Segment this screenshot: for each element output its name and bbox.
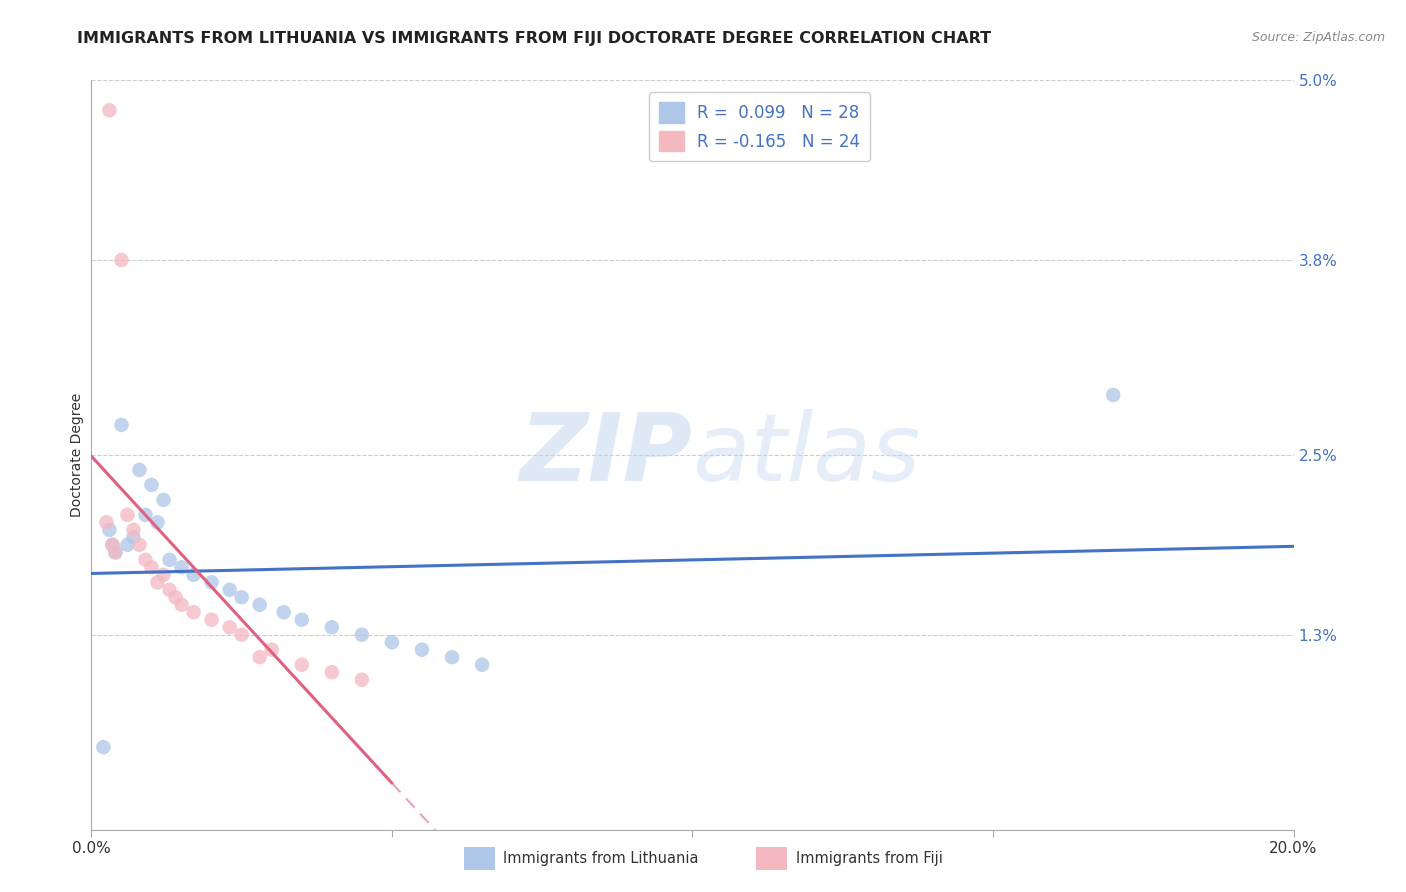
Point [218, 582, 240, 597]
Point [170, 560, 193, 574]
Point [146, 575, 169, 590]
Point [110, 253, 132, 268]
Point [152, 567, 174, 582]
Point [141, 478, 163, 492]
Text: IMMIGRANTS FROM LITHUANIA VS IMMIGRANTS FROM FIJI DOCTORATE DEGREE CORRELATION C: IMMIGRANTS FROM LITHUANIA VS IMMIGRANTS … [77, 31, 991, 46]
Text: atlas: atlas [692, 409, 921, 500]
Point [165, 591, 187, 605]
Point [101, 538, 124, 552]
Point [117, 538, 139, 552]
Point [122, 530, 145, 544]
Point [98, 523, 121, 537]
Text: Immigrants from Lithuania: Immigrants from Lithuania [503, 852, 699, 866]
Point [321, 665, 343, 680]
Point [201, 575, 224, 590]
Point [128, 538, 150, 552]
Point [183, 567, 205, 582]
Point [152, 492, 174, 507]
Point [104, 545, 127, 559]
Point [291, 613, 314, 627]
Point [104, 545, 127, 559]
Point [93, 740, 115, 755]
Point [98, 103, 121, 118]
Point [350, 673, 373, 687]
Point [291, 657, 314, 672]
Y-axis label: Doctorate Degree: Doctorate Degree [70, 392, 84, 517]
Point [411, 642, 433, 657]
Point [249, 650, 271, 665]
Point [146, 516, 169, 530]
Text: ZIP: ZIP [520, 409, 692, 501]
Point [134, 508, 156, 522]
Point [141, 560, 163, 574]
Point [117, 508, 139, 522]
Point [183, 605, 205, 619]
Text: Immigrants from Fiji: Immigrants from Fiji [796, 852, 942, 866]
Point [201, 613, 224, 627]
Point [260, 642, 283, 657]
Legend: R =  0.099   N = 28, R = -0.165   N = 24: R = 0.099 N = 28, R = -0.165 N = 24 [650, 93, 870, 161]
Point [441, 650, 464, 665]
Point [350, 628, 373, 642]
Text: Source: ZipAtlas.com: Source: ZipAtlas.com [1251, 31, 1385, 45]
Point [159, 582, 181, 597]
Point [249, 598, 271, 612]
Point [218, 620, 240, 634]
Point [273, 605, 295, 619]
Point [134, 553, 156, 567]
Point [110, 417, 132, 432]
Point [159, 553, 181, 567]
Point [321, 620, 343, 634]
Point [128, 463, 150, 477]
Point [101, 538, 124, 552]
Point [471, 657, 494, 672]
Point [96, 516, 118, 530]
Point [1102, 388, 1125, 402]
Point [231, 628, 253, 642]
Point [170, 598, 193, 612]
Point [122, 523, 145, 537]
Point [381, 635, 404, 649]
Point [231, 591, 253, 605]
